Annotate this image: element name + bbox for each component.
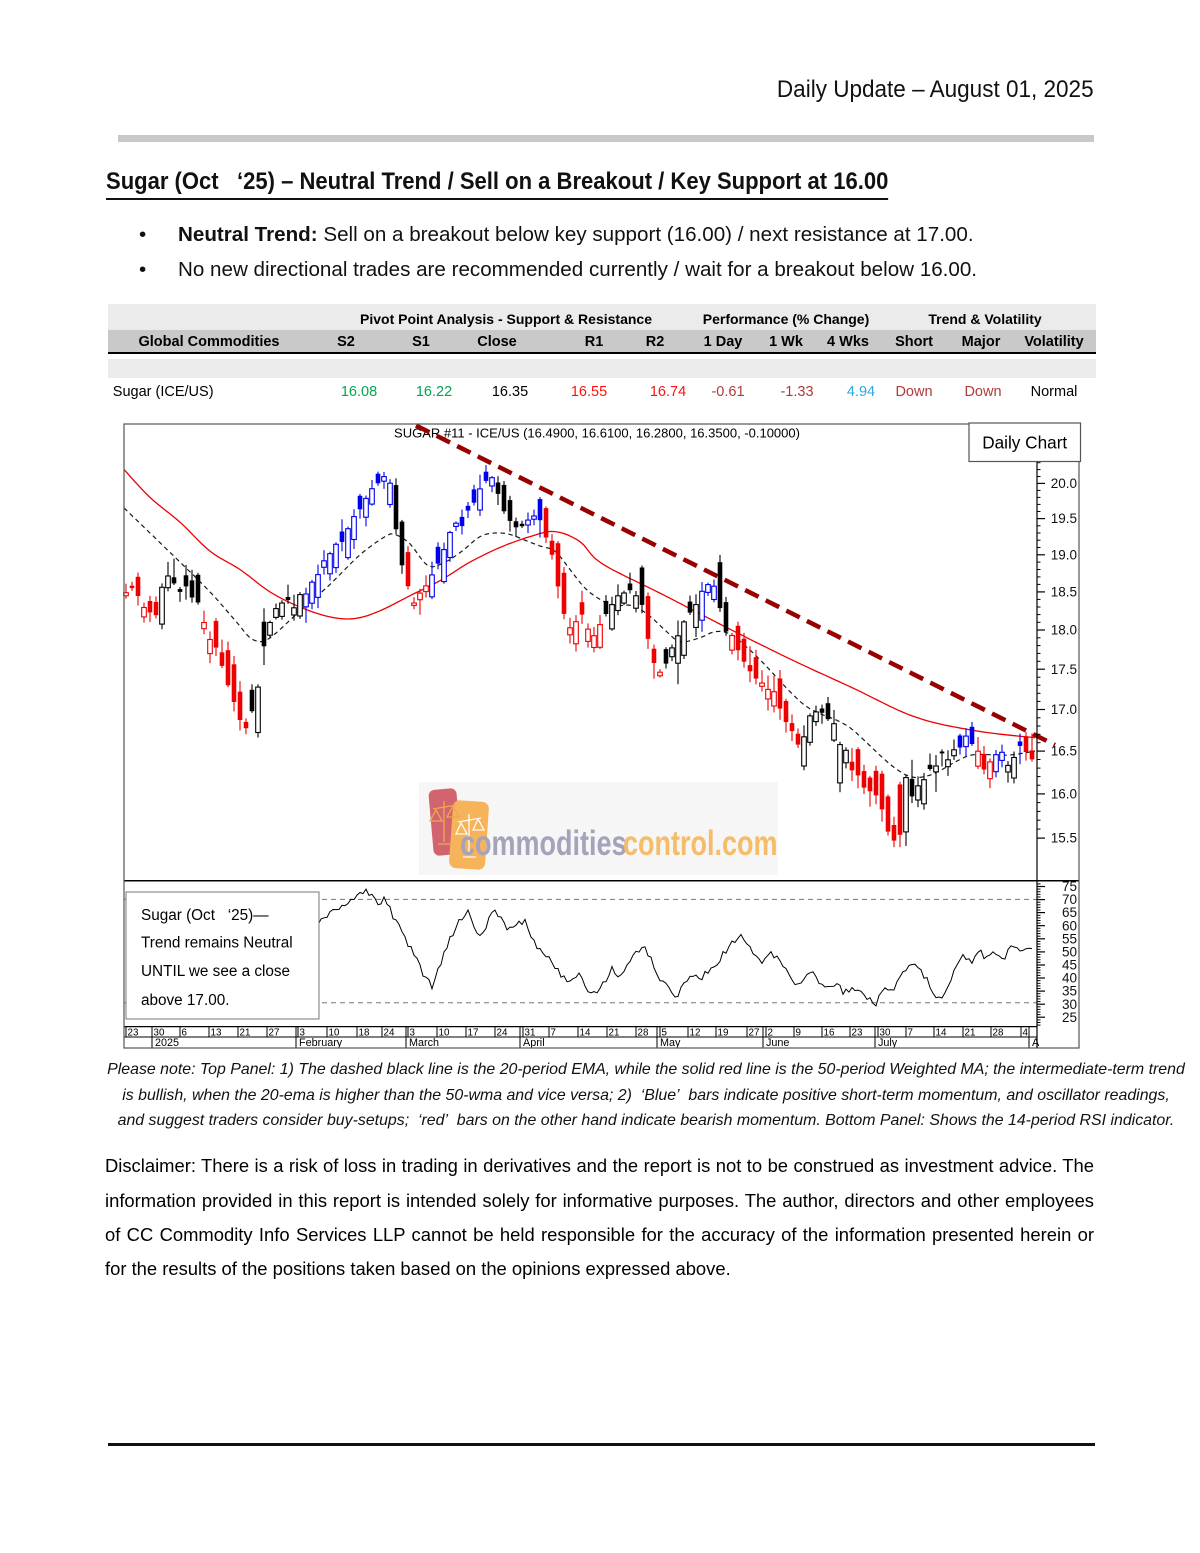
svg-text:A: A bbox=[1032, 1037, 1040, 1049]
svg-text:April: April bbox=[523, 1037, 545, 1049]
svg-text:15.5: 15.5 bbox=[1051, 831, 1077, 846]
svg-text:19.5: 19.5 bbox=[1051, 511, 1077, 526]
svg-text:55: 55 bbox=[1062, 931, 1077, 946]
svg-text:3: 3 bbox=[410, 1027, 416, 1038]
svg-text:May: May bbox=[660, 1037, 681, 1049]
svg-text:18: 18 bbox=[359, 1027, 370, 1038]
svg-text:Daily Chart: Daily Chart bbox=[982, 432, 1067, 452]
svg-text:27: 27 bbox=[269, 1027, 280, 1038]
svg-text:30: 30 bbox=[154, 1027, 165, 1038]
svg-text:21: 21 bbox=[965, 1027, 976, 1038]
svg-text:February: February bbox=[299, 1037, 343, 1049]
svg-text:10: 10 bbox=[439, 1027, 450, 1038]
svg-text:7: 7 bbox=[908, 1027, 913, 1038]
svg-text:28: 28 bbox=[993, 1027, 1004, 1038]
svg-text:March: March bbox=[409, 1037, 439, 1049]
svg-text:4: 4 bbox=[1023, 1027, 1029, 1038]
svg-text:13: 13 bbox=[211, 1027, 222, 1038]
svg-text:10: 10 bbox=[329, 1027, 340, 1038]
svg-text:17.0: 17.0 bbox=[1051, 702, 1077, 717]
svg-text:35: 35 bbox=[1062, 984, 1077, 999]
svg-text:19: 19 bbox=[718, 1027, 729, 1038]
svg-text:5: 5 bbox=[662, 1027, 668, 1038]
svg-text:24: 24 bbox=[497, 1027, 508, 1038]
svg-text:7: 7 bbox=[551, 1027, 556, 1038]
svg-text:June: June bbox=[766, 1037, 789, 1049]
svg-text:25: 25 bbox=[1062, 1010, 1077, 1025]
svg-text:9: 9 bbox=[796, 1027, 801, 1038]
svg-text:17.5: 17.5 bbox=[1051, 662, 1077, 677]
svg-text:20.0: 20.0 bbox=[1051, 476, 1077, 491]
svg-text:6: 6 bbox=[182, 1027, 188, 1038]
svg-text:UNTIL we see a close: UNTIL we see a close bbox=[141, 963, 290, 980]
svg-text:Sugar (Oct ‘25)—: Sugar (Oct ‘25)— bbox=[141, 907, 269, 924]
svg-text:23: 23 bbox=[852, 1027, 863, 1038]
svg-text:14: 14 bbox=[580, 1027, 591, 1038]
svg-text:70: 70 bbox=[1062, 892, 1077, 907]
svg-text:16: 16 bbox=[824, 1027, 835, 1038]
svg-text:Trend remains Neutral: Trend remains Neutral bbox=[141, 935, 293, 952]
svg-text:18.0: 18.0 bbox=[1051, 623, 1077, 638]
svg-text:19.0: 19.0 bbox=[1051, 547, 1077, 562]
svg-text:75: 75 bbox=[1062, 879, 1077, 894]
svg-text:23: 23 bbox=[128, 1027, 139, 1038]
svg-text:control.com: control.com bbox=[623, 822, 777, 863]
svg-text:commodities: commodities bbox=[460, 822, 627, 863]
svg-text:27: 27 bbox=[749, 1027, 760, 1038]
svg-text:SUGAR #11 - ICE/US (16.4900, 1: SUGAR #11 - ICE/US (16.4900, 16.6100, 16… bbox=[394, 426, 800, 441]
svg-text:2: 2 bbox=[768, 1027, 773, 1038]
svg-text:above 17.00.: above 17.00. bbox=[141, 992, 229, 1009]
svg-text:July: July bbox=[878, 1037, 898, 1049]
svg-text:21: 21 bbox=[240, 1027, 251, 1038]
svg-text:60: 60 bbox=[1062, 918, 1077, 933]
svg-text:30: 30 bbox=[1062, 997, 1077, 1012]
svg-text:30: 30 bbox=[880, 1027, 891, 1038]
svg-text:21: 21 bbox=[609, 1027, 620, 1038]
svg-text:65: 65 bbox=[1062, 905, 1077, 920]
svg-text:31: 31 bbox=[525, 1027, 536, 1038]
svg-text:12: 12 bbox=[690, 1027, 701, 1038]
svg-text:40: 40 bbox=[1062, 971, 1077, 986]
svg-text:45: 45 bbox=[1062, 958, 1077, 973]
svg-text:24: 24 bbox=[384, 1027, 395, 1038]
svg-text:50: 50 bbox=[1062, 945, 1077, 960]
svg-text:14: 14 bbox=[936, 1027, 947, 1038]
svg-text:16.0: 16.0 bbox=[1051, 787, 1077, 802]
svg-text:17: 17 bbox=[468, 1027, 479, 1038]
svg-text:2025: 2025 bbox=[155, 1037, 179, 1049]
svg-text:18.5: 18.5 bbox=[1051, 585, 1077, 600]
svg-text:16.5: 16.5 bbox=[1051, 744, 1077, 759]
svg-text:3: 3 bbox=[300, 1027, 306, 1038]
svg-text:28: 28 bbox=[638, 1027, 649, 1038]
